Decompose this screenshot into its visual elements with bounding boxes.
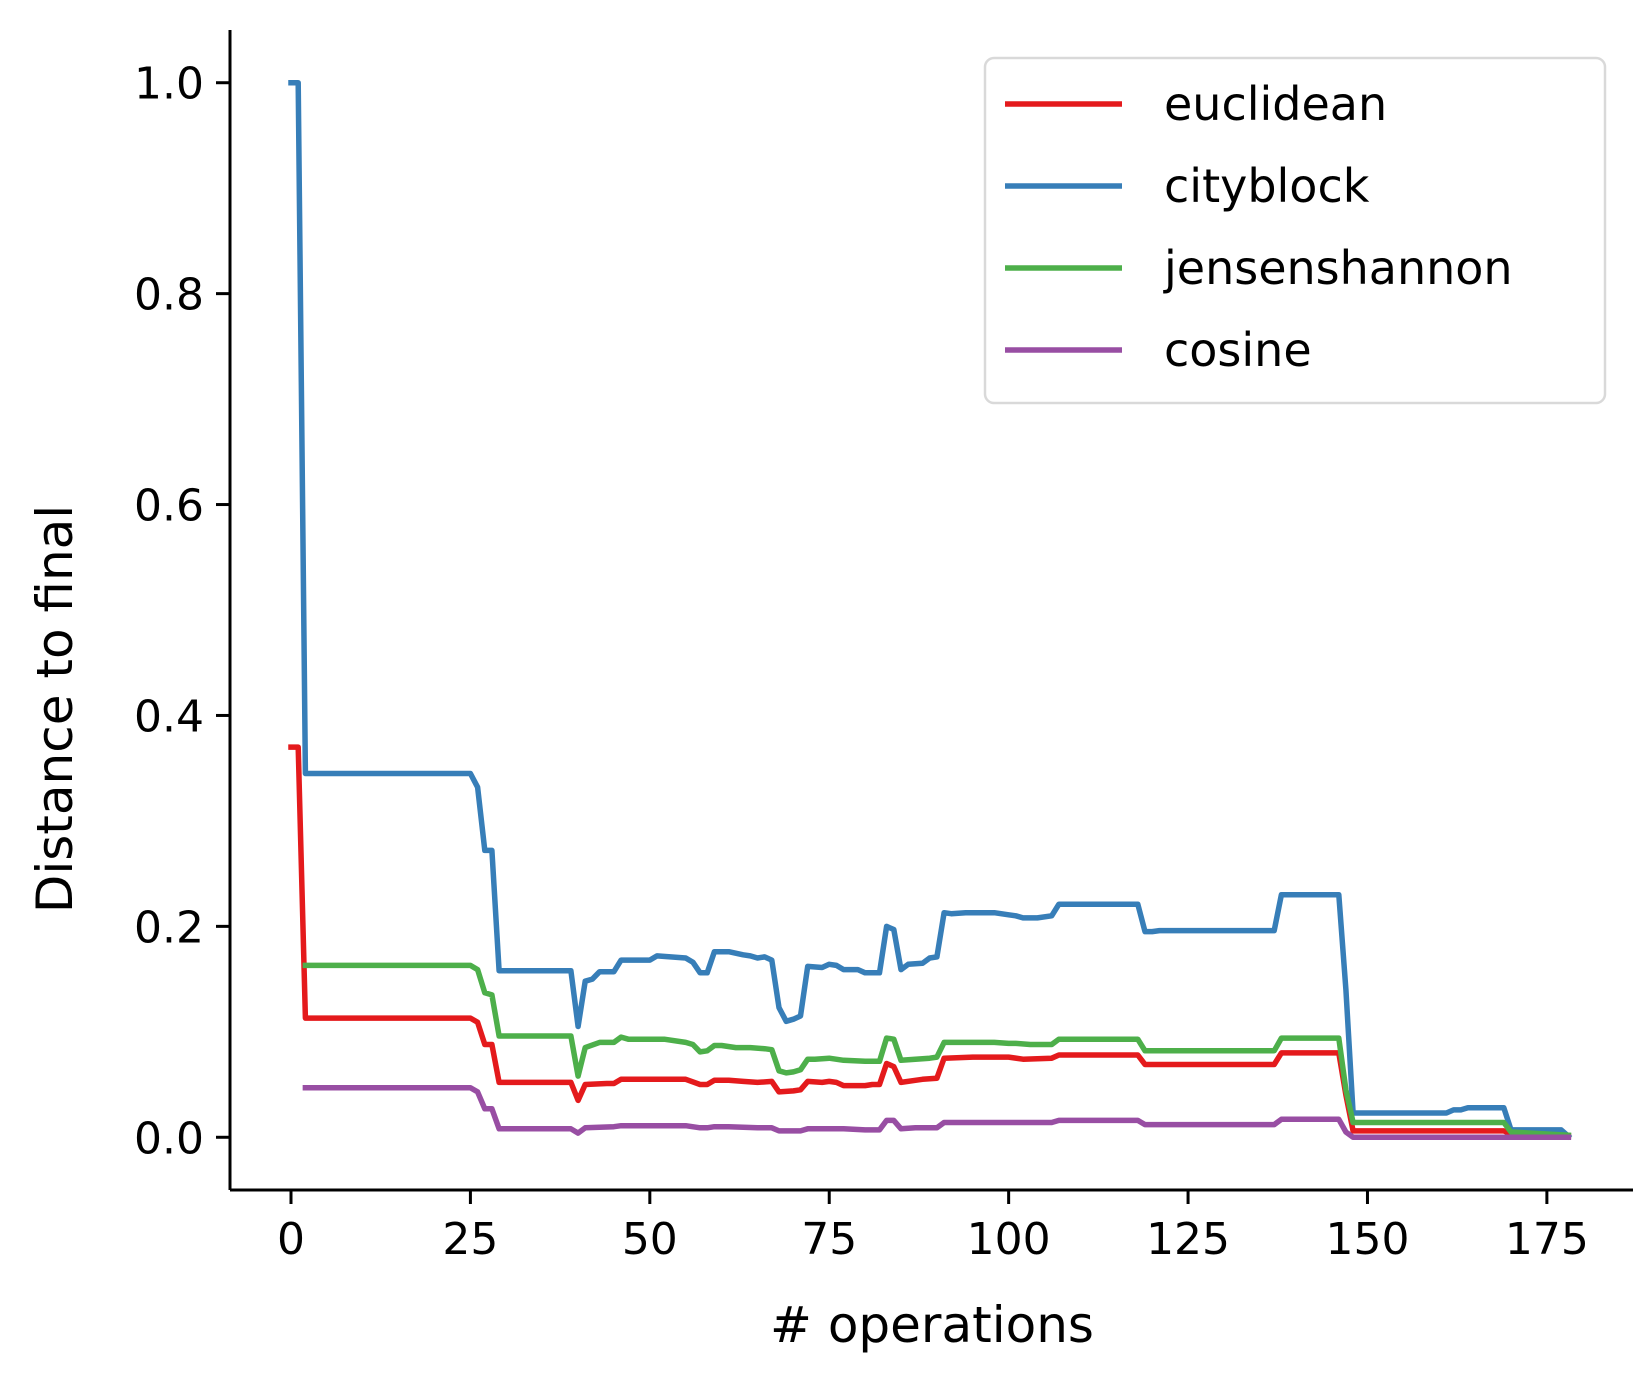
y-tick-label: 0.0 [134, 1113, 204, 1164]
x-tick-label: 25 [442, 1214, 498, 1265]
x-tick-label: 0 [277, 1214, 305, 1265]
x-axis-title: # operations [770, 1296, 1094, 1354]
series-line-jensenshannon [302, 962, 1572, 1139]
legend: euclidean cityblock jensenshannon cosine [983, 56, 1607, 405]
x-tick-label: 75 [801, 1214, 857, 1265]
series-line-cosine [302, 1084, 1572, 1141]
x-tick-label: 150 [1325, 1214, 1409, 1265]
legend-label-cityblock: cityblock [1164, 159, 1370, 213]
y-tick-label: 0.6 [134, 481, 204, 532]
x-tick-label: 125 [1146, 1214, 1230, 1265]
x-tick-label: 100 [967, 1214, 1051, 1265]
series-layer [288, 79, 1573, 1141]
y-tick-label: 0.8 [134, 270, 204, 321]
x-tick-label: 175 [1505, 1214, 1589, 1265]
y-tick-label: 0.2 [134, 902, 204, 953]
series-line-cityblock [288, 79, 1573, 1141]
x-tick-label: 50 [622, 1214, 678, 1265]
y-tick-label: 1.0 [134, 59, 204, 110]
y-axis-title: Distance to final [26, 505, 84, 913]
legend-label-jensenshannon: jensenshannon [1163, 241, 1513, 295]
y-tick-label: 0.4 [134, 691, 204, 742]
legend-label-euclidean: euclidean [1164, 77, 1387, 131]
axes [228, 30, 1633, 1192]
legend-label-cosine: cosine [1164, 323, 1312, 377]
legend-frame [983, 56, 1607, 405]
ticks: 0 25 50 75 100 125 150 175 0.0 0.2 0.4 0.6 0.8 1.0 [134, 59, 1589, 1265]
series-line-euclidean [288, 744, 1572, 1140]
